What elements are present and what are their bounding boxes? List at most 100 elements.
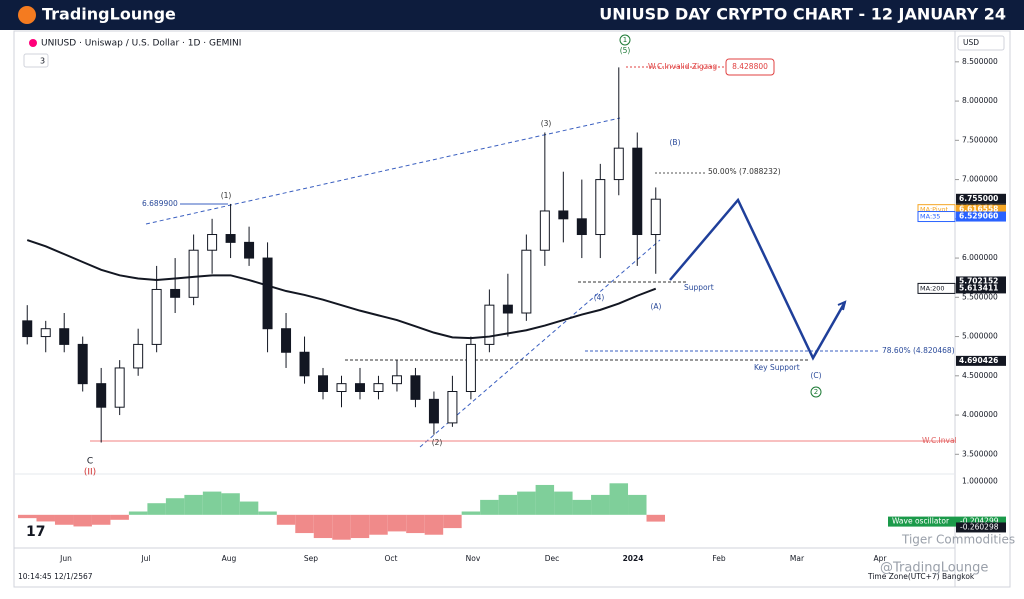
candle-body — [595, 179, 606, 236]
osc-bar — [572, 499, 592, 515]
x-tick-label: Feb — [712, 554, 726, 563]
x-tick-label: Sep — [304, 554, 318, 563]
osc-bar — [221, 493, 240, 515]
x-tick-label: Mar — [790, 554, 805, 563]
osc-bar — [147, 503, 166, 515]
candle-body — [188, 249, 199, 298]
y-tick-label: 6.000000 — [962, 253, 998, 262]
candle-body — [336, 383, 347, 393]
osc-bar — [313, 514, 333, 539]
price-tag-label: 5.702152 — [959, 276, 998, 285]
osc-bar — [276, 514, 296, 525]
y-tick-label: 7.000000 — [962, 175, 998, 184]
symbol-icon — [29, 39, 37, 47]
osc-bar — [184, 494, 203, 515]
osc-bar — [18, 514, 37, 519]
watermark: @TradingLounge — [880, 561, 988, 576]
x-tick-label: Nov — [466, 554, 481, 563]
osc-bar — [498, 494, 518, 515]
header-title: UNIUSD DAY CRYPTO CHART - 12 JANUARY 24 — [599, 5, 1006, 24]
price-tag-label: 6.755000 — [959, 194, 998, 203]
candle-body — [613, 147, 624, 181]
indicator-toggle[interactable] — [23, 53, 49, 68]
wave-label: 2 — [814, 388, 818, 396]
tv-logo: 17 — [26, 524, 45, 540]
tag-name-box — [917, 282, 956, 294]
annotation: 50.00% (7.088232) — [708, 167, 781, 176]
x-tick-label: 2024 — [623, 554, 644, 563]
candle-body — [576, 218, 587, 236]
osc-bar — [91, 514, 111, 525]
currency-box[interactable] — [957, 35, 1005, 51]
tag-name-box — [917, 211, 956, 223]
logo-icon — [18, 6, 36, 24]
osc-bar — [110, 514, 129, 520]
annotation: Support — [684, 283, 714, 292]
brand: TradingLounge — [42, 5, 176, 24]
x-tick-label: Aug — [222, 554, 237, 563]
wave-label: (1) — [221, 191, 232, 200]
ma-line — [26, 239, 657, 340]
osc-bar — [165, 498, 185, 515]
candle-body — [151, 288, 162, 345]
price-tag — [956, 276, 1006, 287]
osc-bar — [295, 514, 314, 534]
wave-label: (4) — [594, 293, 605, 302]
price-tag — [956, 211, 1006, 222]
osc-bar — [646, 514, 665, 522]
candle-body — [447, 391, 458, 424]
osc-bar — [591, 494, 610, 515]
osc-bar — [461, 511, 481, 515]
annotation: 8.428800 — [732, 62, 768, 71]
wave-label: (5) — [620, 46, 631, 55]
wave-label: (B) — [670, 138, 681, 147]
candle-body — [318, 375, 329, 393]
price-tag — [956, 283, 1006, 294]
osc-bar — [517, 491, 536, 515]
x-tick-label: Oct — [385, 554, 398, 563]
osc-bar — [554, 491, 573, 515]
indicator-count: 3 — [40, 57, 45, 66]
tag-name: MA:200 — [920, 284, 945, 292]
x-tick-label: Apr — [874, 554, 888, 563]
candle-body — [59, 328, 70, 345]
candle-body — [558, 210, 569, 220]
price-tag-label: 6.616558 — [959, 205, 998, 214]
watermark: Tiger Commodities — [901, 533, 1015, 547]
candle-body — [281, 328, 292, 353]
osc-bar — [424, 514, 444, 535]
candle-body — [502, 304, 513, 314]
x-tick-label: Dec — [545, 554, 560, 563]
candle-body — [428, 398, 439, 424]
y-tick-label: 4.500000 — [962, 371, 998, 380]
candle-body — [262, 257, 273, 330]
symbol: UNIUSD · Uniswap / U.S. Dollar · 1D · GE… — [41, 39, 241, 49]
y-tick-label: 8.000000 — [962, 96, 998, 105]
candle-body — [650, 198, 661, 236]
candle-body — [40, 328, 51, 338]
candle-body — [114, 367, 125, 408]
wave-label: (A) — [651, 302, 662, 311]
candle-body — [96, 383, 107, 408]
osc-name-box — [888, 516, 956, 527]
currency: USD — [963, 38, 979, 47]
y-tick-label: 3.500000 — [962, 449, 998, 458]
candle-body — [521, 249, 532, 314]
osc-tag-label: -0.260298 — [960, 522, 999, 531]
y-tick-label: 8.500000 — [962, 57, 998, 66]
price-tag-label: 5.613411 — [959, 283, 998, 292]
osc-bar — [609, 483, 629, 515]
footer-time: 10:14:45 12/1/2567 — [18, 572, 93, 581]
circle — [810, 386, 822, 398]
frame — [13, 30, 1011, 588]
candle-body — [354, 383, 365, 393]
osc-bar — [54, 514, 74, 525]
osc-bar — [258, 511, 277, 515]
annotation: Key Support — [754, 363, 800, 372]
wave-label: (2) — [432, 438, 443, 447]
candle-body — [484, 304, 495, 345]
candle-body — [22, 320, 33, 338]
osc-tick-label: 1.000000 — [962, 477, 998, 486]
